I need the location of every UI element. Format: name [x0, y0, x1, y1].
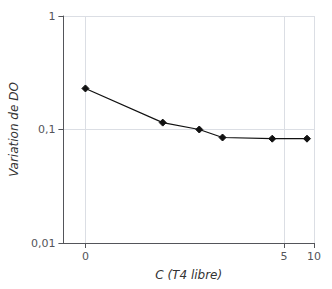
svg-text:0,1: 0,1	[38, 123, 56, 136]
svg-text:Variation de DO: Variation de DO	[7, 82, 21, 177]
svg-text:C (T4 libre): C (T4 libre)	[155, 268, 222, 282]
svg-text:1: 1	[48, 10, 55, 23]
svg-text:10: 10	[307, 250, 321, 263]
svg-text:0,01: 0,01	[31, 237, 56, 250]
svg-text:0: 0	[82, 250, 89, 263]
svg-text:5: 5	[281, 250, 288, 263]
